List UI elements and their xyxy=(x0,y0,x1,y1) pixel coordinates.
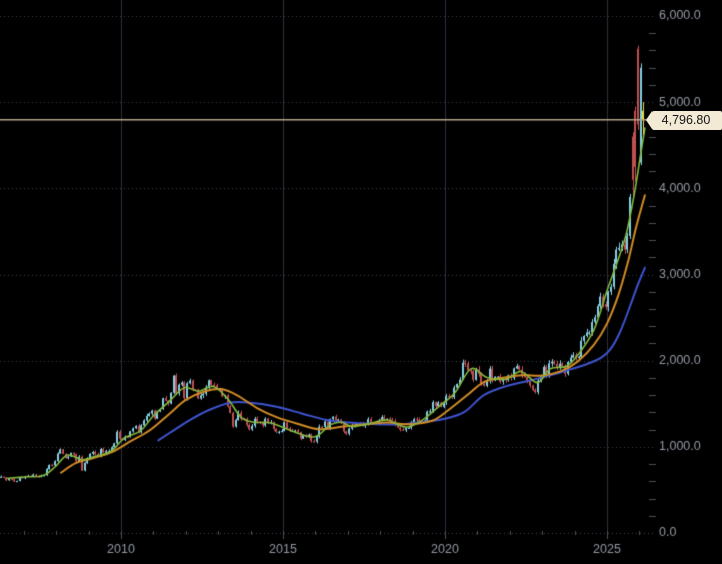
time-scale-axis[interactable] xyxy=(0,533,722,564)
last-price-tag: 4,796.80 xyxy=(646,111,722,130)
price-scale-axis[interactable] xyxy=(652,0,722,533)
last-price-value: 4,796.80 xyxy=(661,113,711,127)
